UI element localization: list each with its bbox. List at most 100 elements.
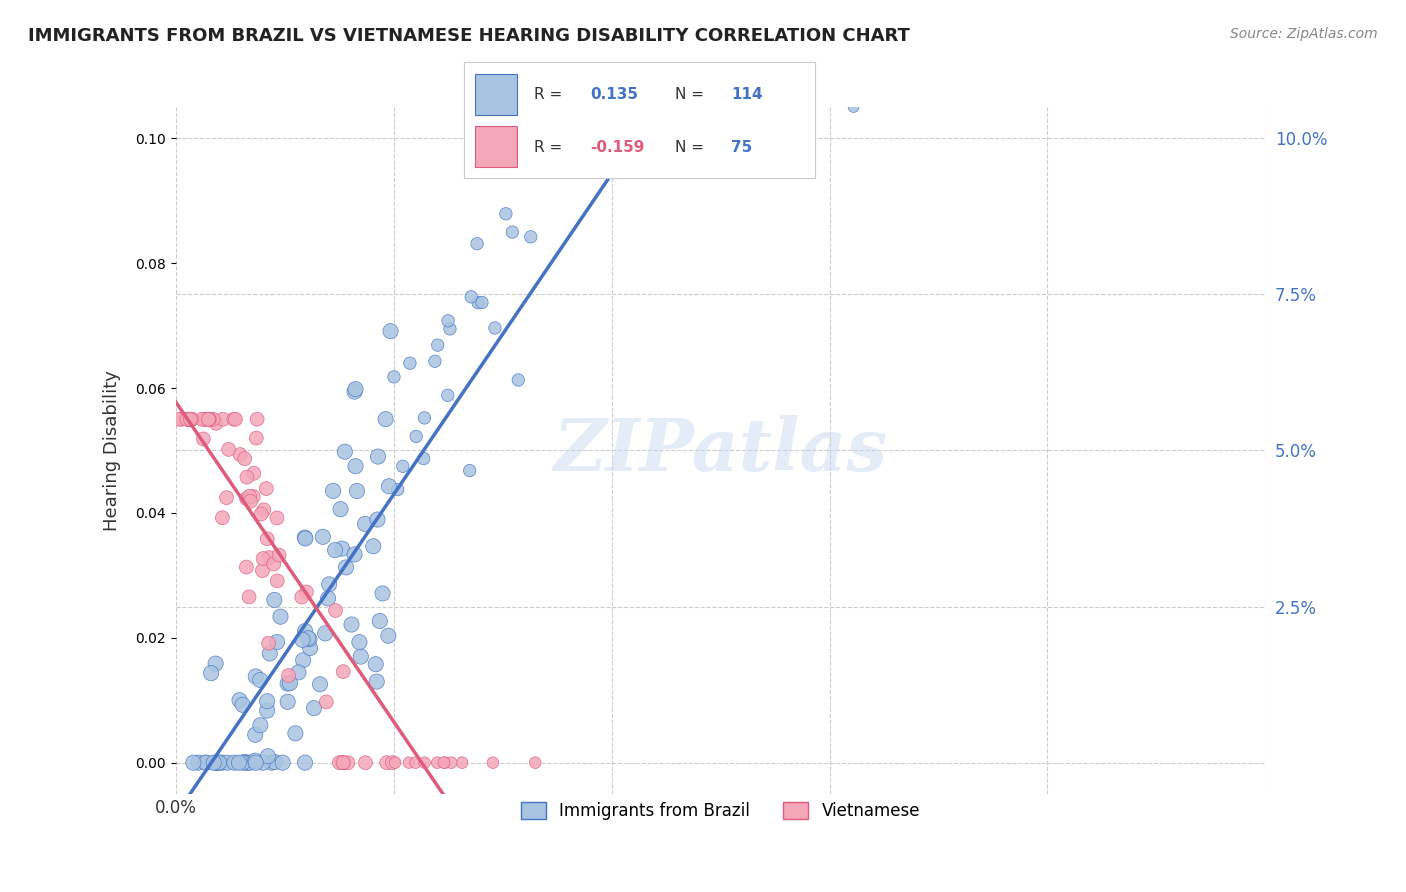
Point bbox=[344, 382, 367, 396]
Point bbox=[440, 756, 463, 770]
Point bbox=[292, 653, 315, 667]
Point bbox=[183, 756, 205, 770]
Point bbox=[224, 756, 246, 770]
Point bbox=[193, 432, 215, 446]
Point bbox=[169, 412, 191, 426]
Point bbox=[236, 470, 259, 484]
Point bbox=[187, 756, 209, 770]
Point bbox=[200, 666, 222, 681]
Point bbox=[249, 673, 271, 687]
FancyBboxPatch shape bbox=[475, 74, 517, 114]
Point bbox=[433, 756, 456, 770]
Point bbox=[245, 669, 267, 683]
Point bbox=[239, 489, 262, 503]
Point bbox=[426, 756, 449, 770]
Point bbox=[198, 412, 221, 426]
Point bbox=[294, 532, 316, 546]
Point bbox=[664, 100, 686, 114]
Point bbox=[194, 412, 217, 426]
Point bbox=[246, 412, 269, 426]
Point bbox=[252, 551, 274, 566]
Point bbox=[437, 314, 460, 328]
Point bbox=[218, 442, 240, 457]
Point bbox=[235, 491, 257, 506]
Point bbox=[252, 564, 274, 578]
Point bbox=[198, 412, 221, 426]
Point bbox=[208, 756, 231, 770]
Point bbox=[842, 100, 865, 114]
Point bbox=[387, 483, 409, 497]
Point bbox=[205, 756, 228, 770]
Point bbox=[460, 290, 482, 304]
Point bbox=[412, 451, 434, 466]
Point bbox=[344, 459, 367, 474]
Point bbox=[228, 693, 250, 707]
Point bbox=[599, 100, 621, 114]
Point bbox=[530, 145, 553, 159]
Point bbox=[316, 591, 339, 606]
Point bbox=[332, 756, 354, 770]
Point bbox=[259, 550, 281, 565]
Point bbox=[263, 593, 285, 607]
Point bbox=[434, 756, 457, 770]
Point bbox=[278, 676, 301, 690]
Point bbox=[343, 384, 366, 399]
FancyBboxPatch shape bbox=[475, 126, 517, 167]
Point bbox=[179, 412, 201, 426]
Point bbox=[260, 756, 283, 770]
Point bbox=[176, 412, 198, 426]
Point bbox=[298, 632, 321, 647]
Point bbox=[177, 412, 200, 426]
Point bbox=[329, 502, 352, 516]
Point bbox=[349, 635, 371, 649]
Point bbox=[239, 756, 262, 770]
Point bbox=[374, 412, 396, 426]
Point bbox=[302, 701, 325, 715]
Point bbox=[180, 412, 202, 426]
Point bbox=[202, 412, 225, 426]
Point bbox=[413, 411, 436, 425]
Point bbox=[170, 412, 193, 426]
Point bbox=[508, 373, 530, 387]
Text: 0.0%: 0.0% bbox=[155, 799, 197, 817]
Text: 0.135: 0.135 bbox=[591, 87, 638, 103]
Point bbox=[323, 543, 346, 558]
Point bbox=[325, 603, 347, 617]
Point bbox=[271, 756, 294, 770]
Point bbox=[243, 754, 266, 768]
Point bbox=[367, 450, 389, 464]
Point bbox=[451, 756, 474, 770]
Point bbox=[294, 531, 316, 545]
Point bbox=[465, 236, 488, 251]
Point bbox=[194, 756, 217, 770]
Point bbox=[439, 322, 461, 336]
Point bbox=[211, 510, 233, 524]
Point bbox=[413, 756, 436, 770]
Point bbox=[191, 412, 214, 426]
Point bbox=[471, 295, 494, 310]
Point bbox=[368, 614, 391, 628]
Point bbox=[297, 631, 319, 645]
Point bbox=[350, 649, 373, 664]
Point bbox=[243, 467, 266, 481]
Point bbox=[180, 412, 202, 426]
Point bbox=[232, 756, 254, 770]
Point bbox=[287, 665, 309, 680]
Point bbox=[284, 726, 307, 740]
Text: R =: R = bbox=[534, 139, 568, 154]
Point bbox=[277, 668, 299, 682]
Point bbox=[405, 756, 427, 770]
Point bbox=[340, 617, 363, 632]
Point bbox=[458, 464, 481, 478]
Point bbox=[484, 321, 506, 335]
Point bbox=[378, 479, 401, 493]
Point bbox=[371, 586, 394, 600]
Point bbox=[294, 756, 316, 770]
Point bbox=[263, 557, 285, 571]
Point bbox=[177, 412, 200, 426]
Point bbox=[277, 695, 299, 709]
Point bbox=[238, 590, 260, 604]
Point bbox=[330, 541, 353, 556]
Point bbox=[346, 483, 368, 498]
Text: IMMIGRANTS FROM BRAZIL VS VIETNAMESE HEARING DISABILITY CORRELATION CHART: IMMIGRANTS FROM BRAZIL VS VIETNAMESE HEA… bbox=[28, 27, 910, 45]
